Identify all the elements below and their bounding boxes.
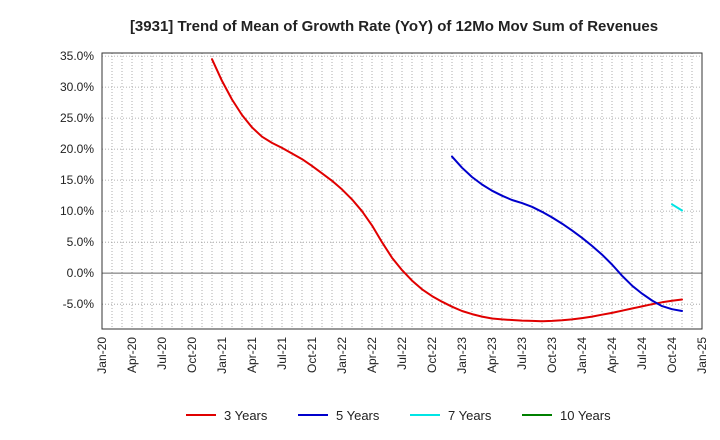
y-tick-label: 30.0% — [60, 80, 94, 94]
x-tick-label: Oct-23 — [545, 337, 559, 373]
x-tick-label: Jul-20 — [155, 337, 169, 370]
series-line-5-years — [451, 155, 683, 312]
x-tick-label: Jan-24 — [575, 337, 589, 374]
y-tick-label: 5.0% — [67, 235, 95, 249]
x-tick-label: Oct-24 — [665, 337, 679, 373]
legend-label: 10 Years — [560, 408, 611, 423]
x-tick-label: Jan-21 — [215, 337, 229, 374]
x-tick-label: Oct-20 — [185, 337, 199, 373]
series-line-7-years — [671, 203, 683, 212]
x-tick-label: Apr-20 — [125, 337, 139, 373]
x-tick-label: Apr-23 — [485, 337, 499, 373]
x-tick-label: Jan-25 — [695, 337, 709, 374]
y-axis-ticks: 35.0% 30.0% 25.0% 20.0% 15.0% 10.0% 5.0% 0.0% -5… — [60, 49, 94, 311]
series-line-3-years — [211, 58, 683, 323]
y-tick-label: 35.0% — [60, 49, 94, 63]
x-tick-label: Jan-22 — [335, 337, 349, 374]
x-tick-label: Oct-21 — [305, 337, 319, 373]
x-tick-label: Jan-23 — [455, 337, 469, 374]
x-tick-label: Jul-24 — [635, 337, 649, 370]
x-tick-label: Apr-22 — [365, 337, 379, 373]
x-tick-label: Apr-21 — [245, 337, 259, 373]
x-tick-label: Jul-22 — [395, 337, 409, 370]
x-tick-label: Jan-20 — [95, 337, 109, 374]
y-tick-label: 20.0% — [60, 142, 94, 156]
y-tick-label: 0.0% — [67, 266, 95, 280]
legend: 3 Years 5 Years 7 Years 10 Years — [186, 408, 611, 423]
legend-label: 5 Years — [336, 408, 380, 423]
x-tick-label: Oct-22 — [425, 337, 439, 373]
y-tick-label: 10.0% — [60, 204, 94, 218]
x-axis-ticks: Jan-20 Apr-20 Jul-20 Oct-20 Jan-21 Apr-21 Jul-… — [95, 337, 709, 374]
y-tick-label: -5.0% — [63, 297, 95, 311]
series-lines — [211, 58, 683, 323]
plot-frame — [101, 52, 703, 330]
y-tick-label: 25.0% — [60, 111, 94, 125]
legend-label: 3 Years — [224, 408, 268, 423]
legend-label: 7 Years — [448, 408, 492, 423]
x-tick-label: Jul-23 — [515, 337, 529, 370]
x-tick-label: Jul-21 — [275, 337, 289, 370]
x-tick-label: Apr-24 — [605, 337, 619, 373]
y-tick-label: 15.0% — [60, 173, 94, 187]
chart-title: [3931] Trend of Mean of Growth Rate (YoY… — [130, 18, 658, 35]
